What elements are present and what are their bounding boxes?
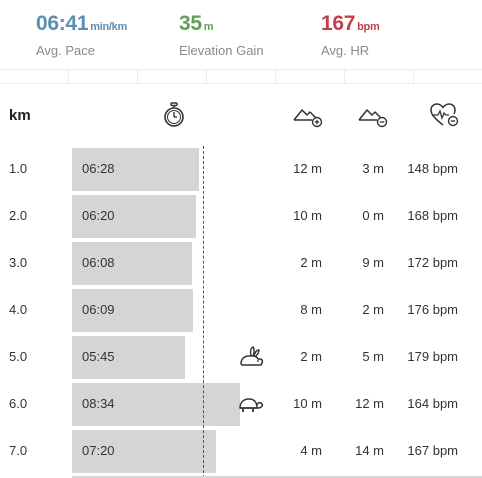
elevation-gain-unit: m bbox=[203, 21, 214, 33]
pace-bar bbox=[72, 195, 196, 238]
tab-divider bbox=[137, 70, 138, 84]
split-km: 4.0 bbox=[9, 302, 28, 317]
elevation-gain-value: 35 bbox=[179, 12, 202, 35]
split-elevation-loss: 14 m bbox=[355, 443, 384, 458]
split-km: 2.0 bbox=[9, 208, 28, 223]
split-pace: 06:09 bbox=[82, 302, 115, 317]
avg-hr-stat: 167 bpm Avg. HR bbox=[321, 12, 380, 58]
table-row[interactable]: 1.0 06:28 12 m 3 m 148 bpm bbox=[0, 146, 482, 193]
split-pace: 06:20 bbox=[82, 208, 115, 223]
split-elevation-gain: 4 m bbox=[300, 443, 322, 458]
split-elevation-gain: 2 m bbox=[300, 255, 322, 270]
split-elevation-loss: 5 m bbox=[362, 349, 384, 364]
avg-hr-unit: bpm bbox=[357, 21, 380, 33]
split-elevation-gain: 8 m bbox=[300, 302, 322, 317]
split-heart-rate: 168 bpm bbox=[407, 208, 458, 223]
elevation-gain-icon bbox=[293, 104, 323, 133]
split-km: 3.0 bbox=[9, 255, 28, 270]
pace-bar bbox=[72, 242, 192, 285]
split-pace: 08:34 bbox=[82, 396, 115, 411]
table-row[interactable]: 6.0 08:34 10 m 12 m 164 bpm bbox=[0, 381, 482, 428]
table-row[interactable]: 5.0 05:45 2 m 5 m 179 bpm bbox=[0, 334, 482, 381]
pace-bar bbox=[72, 383, 240, 426]
tab-divider bbox=[344, 70, 345, 84]
heart-rate-icon bbox=[430, 103, 460, 134]
avg-pace-value-line: 06:41 min/km bbox=[36, 12, 127, 39]
split-heart-rate: 179 bpm bbox=[407, 349, 458, 364]
table-row[interactable]: 3.0 06:08 2 m 9 m 172 bpm bbox=[0, 240, 482, 287]
tab-divider bbox=[68, 70, 69, 84]
table-row[interactable]: 7.0 07:20 4 m 14 m 167 bpm bbox=[0, 428, 482, 475]
stopwatch-icon bbox=[162, 102, 186, 133]
split-elevation-loss: 0 m bbox=[362, 208, 384, 223]
elevation-gain-stat: 35 m Elevation Gain bbox=[179, 12, 264, 58]
km-column-header: km bbox=[9, 107, 31, 124]
avg-hr-value: 167 bbox=[321, 12, 356, 35]
table-row[interactable]: 4.0 06:09 8 m 2 m 176 bpm bbox=[0, 287, 482, 334]
tab-divider bbox=[413, 70, 414, 84]
split-pace: 06:08 bbox=[82, 255, 115, 270]
tab-strip bbox=[0, 69, 482, 84]
split-km: 6.0 bbox=[9, 396, 28, 411]
split-elevation-gain: 10 m bbox=[293, 396, 322, 411]
split-pace: 07:20 bbox=[82, 443, 115, 458]
split-km: 5.0 bbox=[9, 349, 28, 364]
split-heart-rate: 172 bpm bbox=[407, 255, 458, 270]
split-elevation-loss: 3 m bbox=[362, 161, 384, 176]
pace-bar bbox=[72, 289, 193, 332]
avg-pace-stat: 06:41 min/km Avg. Pace bbox=[36, 12, 127, 58]
split-elevation-gain: 2 m bbox=[300, 349, 322, 364]
pace-bar bbox=[72, 148, 199, 191]
avg-pace-label: Avg. Pace bbox=[36, 43, 96, 58]
elevation-gain-label: Elevation Gain bbox=[179, 43, 264, 58]
avg-hr-label: Avg. HR bbox=[321, 43, 370, 58]
elevation-loss-icon bbox=[358, 104, 388, 133]
pace-bar bbox=[72, 336, 185, 379]
table-row[interactable]: 2.0 06:20 10 m 0 m 168 bpm bbox=[0, 193, 482, 240]
split-elevation-loss: 2 m bbox=[362, 302, 384, 317]
split-elevation-loss: 12 m bbox=[355, 396, 384, 411]
table-bottom-edge bbox=[72, 476, 482, 478]
split-elevation-gain: 12 m bbox=[293, 161, 322, 176]
avg-hr-value-line: 167 bpm bbox=[321, 12, 380, 39]
split-elevation-gain: 10 m bbox=[293, 208, 322, 223]
pace-bar bbox=[72, 430, 216, 473]
turtle-icon bbox=[238, 391, 264, 417]
split-heart-rate: 167 bpm bbox=[407, 443, 458, 458]
tab-divider bbox=[275, 70, 276, 84]
elevation-gain-value-line: 35 m bbox=[179, 12, 264, 39]
split-pace: 05:45 bbox=[82, 349, 115, 364]
split-km: 1.0 bbox=[9, 161, 28, 176]
split-heart-rate: 176 bpm bbox=[407, 302, 458, 317]
split-heart-rate: 164 bpm bbox=[407, 396, 458, 411]
avg-pace-value: 06:41 bbox=[36, 12, 89, 35]
split-pace: 06:28 bbox=[82, 161, 115, 176]
split-elevation-loss: 9 m bbox=[362, 255, 384, 270]
avg-pace-unit: min/km bbox=[90, 21, 127, 33]
avg-pace-marker-line bbox=[203, 146, 204, 478]
rabbit-icon bbox=[238, 344, 264, 370]
split-heart-rate: 148 bpm bbox=[407, 161, 458, 176]
tab-divider bbox=[206, 70, 207, 84]
split-km: 7.0 bbox=[9, 443, 28, 458]
